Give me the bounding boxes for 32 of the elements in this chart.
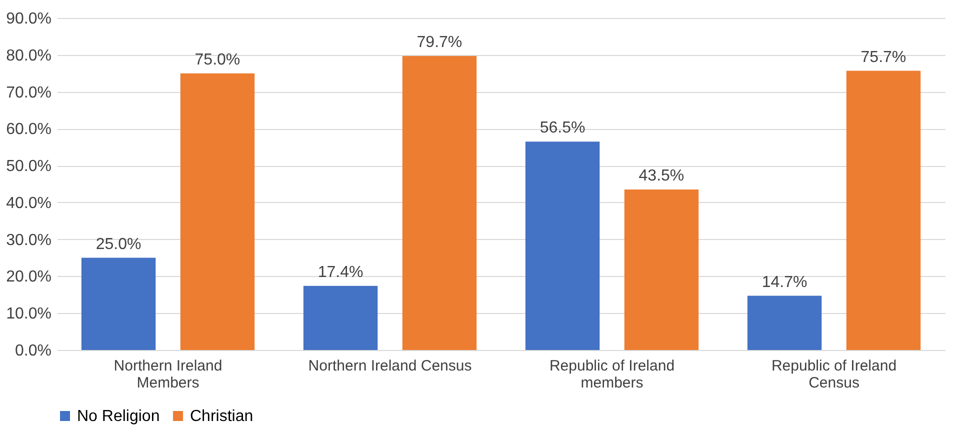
y-tick-label: 90.0% (6, 10, 52, 28)
bar (846, 70, 921, 350)
y-tick-label: 70.0% (6, 84, 52, 102)
data-label: 25.0% (96, 236, 142, 253)
x-tick-label: Republic of Ireland Census (771, 358, 897, 392)
y-tick-label: 60.0% (6, 121, 52, 138)
legend-label: Christian (190, 408, 254, 425)
x-tick-label: Northern Ireland Members (114, 358, 222, 392)
y-tick-label: 20.0% (6, 268, 52, 286)
data-label: 56.5% (540, 120, 586, 137)
y-tick-label: 0.0% (15, 342, 52, 360)
data-label: 43.5% (638, 168, 684, 185)
y-tick-label: 30.0% (6, 232, 52, 249)
data-label: 14.7% (762, 274, 808, 291)
x-tick-label: Northern Ireland Census (308, 358, 472, 374)
data-label: 75.7% (860, 48, 906, 66)
y-tick-label: 80.0% (6, 47, 52, 64)
bar (180, 73, 255, 350)
legend-label: No Religion (77, 408, 160, 425)
data-label: 75.0% (194, 51, 240, 68)
bar (525, 142, 600, 350)
y-tick-label: 50.0% (6, 158, 52, 176)
x-tick-label: Republic of Ireland members (549, 358, 675, 392)
data-label: 79.7% (416, 34, 462, 51)
bar (402, 56, 477, 350)
bar (747, 296, 822, 350)
y-tick-label: 10.0% (6, 306, 52, 323)
y-tick-label: 40.0% (6, 194, 52, 212)
bar (303, 286, 378, 350)
data-label: 17.4% (318, 264, 364, 281)
bar (624, 190, 699, 350)
bar (81, 258, 156, 350)
